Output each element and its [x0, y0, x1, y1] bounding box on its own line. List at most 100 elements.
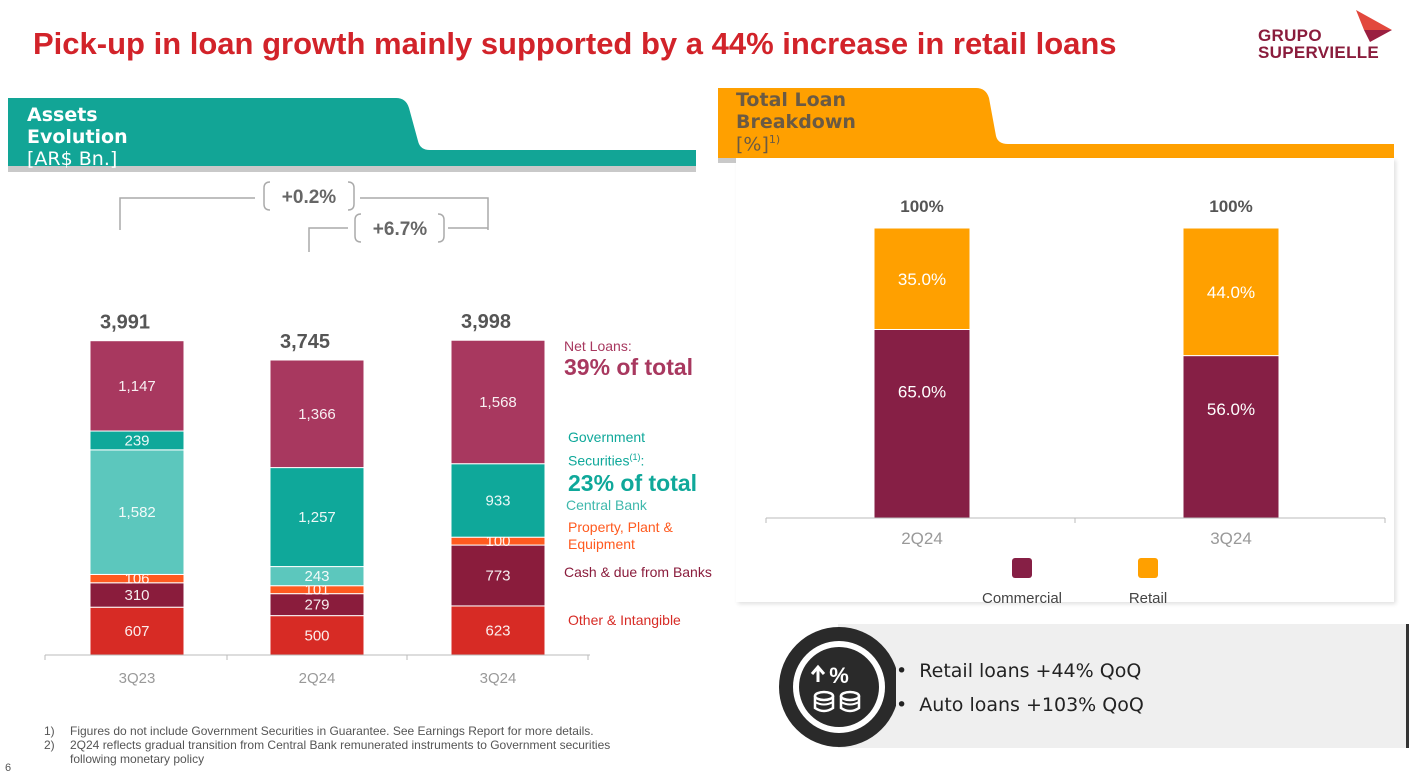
bar-segment [269, 615, 365, 656]
footnote-text: 2Q24 reflects gradual transition from Ce… [70, 738, 611, 752]
bar-segment [89, 449, 185, 575]
bar-value-label: 1,568 [479, 394, 517, 411]
bar-segment [89, 340, 185, 432]
bar-total-label: 3,745 [280, 331, 330, 353]
loan-panel-title: Total Loan Breakdown [736, 89, 856, 133]
bar-value-label: 1,366 [298, 406, 336, 423]
bracket-paren [263, 181, 271, 211]
bullet-retail: Retail loans +44% QoQ [919, 660, 1142, 682]
bar-segment [873, 329, 971, 519]
bar-segment [89, 606, 185, 656]
footnote-num: 1) [44, 724, 55, 738]
legend-other: Other & Intangible [568, 612, 681, 628]
footnotes: 1) Figures do not include Government Secu… [44, 724, 610, 766]
footnote-text: Figures do not include Government Securi… [70, 724, 594, 738]
highlights-callout: % • Retail loans +44% QoQ • Auto loans +… [776, 622, 1409, 752]
bar-value-label: 56.0% [1207, 400, 1255, 419]
bar-total-label: 3,998 [461, 311, 511, 333]
legend-gov-colon: : [640, 452, 645, 469]
bar-total-label: 3,991 [100, 312, 150, 334]
legend-ppe-line2: Equipment [568, 536, 635, 552]
footnote-text: following monetary policy [70, 752, 205, 766]
bracket-paren [437, 213, 445, 243]
x-tick-label: 2Q24 [299, 670, 336, 687]
legend-gov-share: 23% of total [568, 469, 698, 496]
bullet-item: • Auto loans +103% QoQ [896, 694, 1144, 716]
bar-segment [89, 582, 185, 608]
bracket-line [119, 197, 255, 230]
bar-segment [269, 467, 365, 568]
page-number: 6 [5, 762, 12, 774]
bracket-line [308, 227, 348, 252]
legend-gov-sup: (1) [629, 452, 641, 462]
bar-value-label: 310 [124, 587, 149, 604]
growth-label-yoy: +0.2% [282, 187, 337, 208]
legend-gov-line1: Government [568, 429, 646, 445]
bar-segment [450, 544, 546, 607]
legend-label: Retail [1129, 590, 1167, 607]
bar-value-label: 1,582 [118, 504, 156, 521]
bar-value-label: 35.0% [898, 270, 946, 289]
bar-value-label: 1,257 [298, 509, 336, 526]
bar-value-label: 773 [485, 568, 510, 585]
page-title: Pick-up in loan growth mainly supported … [33, 26, 1117, 61]
callout-bullets: • Retail loans +44% QoQ • Auto loans +10… [896, 660, 1144, 728]
bar-value-label: 279 [304, 597, 329, 614]
footnote-num: 2) [44, 738, 55, 752]
bar-segment [1182, 227, 1280, 357]
loan-panel-box [736, 158, 1394, 602]
bar-segment [450, 463, 546, 538]
bracket-paren [347, 181, 355, 211]
bracket-paren [354, 213, 362, 243]
logo-line2: SUPERVIELLE [1258, 43, 1380, 62]
legend-gov-securities: Government Securities(1): 23% of total [568, 427, 697, 497]
bar-segment [450, 339, 546, 465]
legend-central-bank: Central Bank [566, 497, 647, 513]
callout-box [838, 624, 1409, 748]
bar-segment [450, 605, 546, 656]
bar-value-label: 1,147 [118, 378, 156, 395]
bar-value-label: 65.0% [898, 383, 946, 402]
x-tick-label: 3Q24 [480, 670, 517, 687]
assets-panel-title: Assets Evolution [27, 104, 128, 148]
loan-chart: 65.0% 35.0% 100% 56.0% 44.0% 100% 2Q24 3Q24 Co… [765, 197, 1386, 607]
legend-ppe: Property, Plant & Equipment [568, 519, 673, 553]
loan-panel-unit-sup: 1) [768, 133, 781, 146]
x-tick-label: 3Q23 [119, 670, 156, 687]
bar-value-label: 239 [124, 432, 149, 449]
logo-line1: GRUPO [1258, 26, 1322, 45]
bar-segment [1182, 355, 1280, 519]
bullet-item: • Retail loans +44% QoQ [896, 660, 1142, 682]
bar-value-label: 623 [485, 622, 510, 639]
teal-tab-shape [8, 98, 696, 172]
bar-value-label: 933 [485, 492, 510, 509]
x-tick-label: 2Q24 [901, 529, 943, 548]
company-logo: GRUPO SUPERVIELLE [1258, 8, 1398, 66]
growth-brackets: +0.2% +6.7% [119, 181, 489, 252]
bar-value-label: 44.0% [1207, 283, 1255, 302]
legend-ppe-line1: Property, Plant & [568, 519, 673, 535]
logo-arrow-icon [1356, 10, 1392, 42]
bar-value-label: 243 [304, 568, 329, 585]
bullet-auto: Auto loans +103% QoQ [919, 694, 1144, 716]
assets-panel-unit: [AR$ Bn.] [27, 148, 118, 170]
bar-segment [873, 227, 971, 330]
bar-total-label: 100% [1209, 197, 1252, 216]
percent-coins-icon: % [779, 627, 896, 747]
growth-label-qoq: +6.7% [373, 219, 428, 240]
legend-net-loans-label: Net Loans: [564, 338, 632, 354]
legend-gov-line2: Securities [568, 452, 630, 469]
bar-total-label: 100% [900, 197, 943, 216]
legend-net-loans: Net Loans: 39% of total [564, 338, 693, 381]
bar-segment [269, 359, 365, 469]
bar-value-label: 500 [304, 627, 329, 644]
legend-label: Commercial [982, 590, 1062, 607]
x-tick-label: 3Q24 [1210, 529, 1252, 548]
bracket-line [360, 197, 489, 230]
loan-panel-unit: [%] [736, 133, 769, 156]
legend-cash: Cash & due from Banks [564, 564, 712, 580]
svg-text:%: % [829, 663, 849, 688]
bar-value-label: 607 [124, 623, 149, 640]
legend-net-loans-share: 39% of total [564, 354, 694, 380]
legend-swatch [1012, 558, 1032, 578]
